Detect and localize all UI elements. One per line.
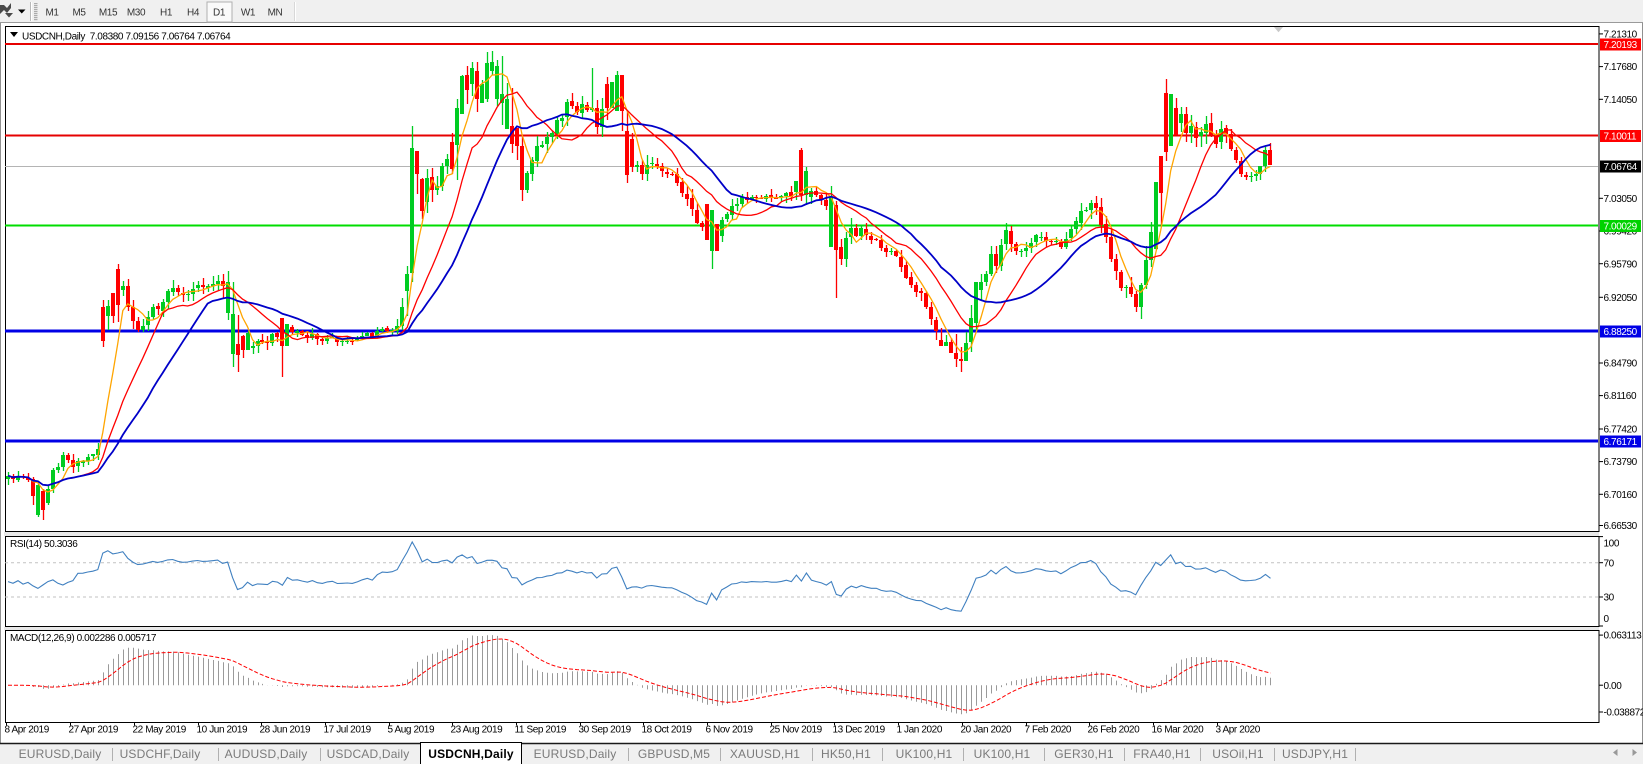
svg-text:16 Mar 2020: 16 Mar 2020 [1152,725,1205,736]
svg-text:10 Jun 2019: 10 Jun 2019 [197,725,248,736]
svg-text:6.95790: 6.95790 [1604,259,1638,270]
svg-text:18 Oct 2019: 18 Oct 2019 [642,725,693,736]
svg-text:H1: H1 [160,8,173,19]
svg-text:FRA40,H1: FRA40,H1 [1133,747,1191,761]
svg-text:7.10011: 7.10011 [1604,131,1637,142]
svg-text:7.17680: 7.17680 [1604,62,1638,73]
svg-text:6.88250: 6.88250 [1604,327,1638,338]
svg-text:EURUSD,Daily: EURUSD,Daily [19,747,102,761]
svg-text:UK100,H1: UK100,H1 [974,747,1031,761]
svg-text:M5: M5 [72,8,86,19]
svg-text:17 Jul 2019: 17 Jul 2019 [324,725,372,736]
svg-text:6.84790: 6.84790 [1604,359,1638,370]
svg-text:H4: H4 [187,8,200,19]
svg-text:USOil,H1: USOil,H1 [1212,747,1264,761]
svg-text:6.66530: 6.66530 [1604,521,1638,532]
svg-text:7.06764: 7.06764 [1604,162,1638,173]
svg-text:26 Feb 2020: 26 Feb 2020 [1088,725,1141,736]
svg-text:6.70160: 6.70160 [1604,490,1638,501]
svg-text:0: 0 [1604,614,1610,625]
svg-text:USDCNH,Daily: USDCNH,Daily [428,747,514,761]
svg-text:22 May 2019: 22 May 2019 [133,725,187,736]
svg-text:XAUUSD,H1: XAUUSD,H1 [730,747,800,761]
svg-text:GER30,H1: GER30,H1 [1054,747,1114,761]
svg-text:-0.038872: -0.038872 [1604,708,1643,719]
svg-text:M30: M30 [127,8,146,19]
svg-text:6 Nov 2019: 6 Nov 2019 [706,725,754,736]
svg-text:11 Sep 2019: 11 Sep 2019 [515,725,567,736]
svg-text:100: 100 [1604,539,1620,550]
svg-text:23 Aug 2019: 23 Aug 2019 [451,725,504,736]
svg-text:6.73790: 6.73790 [1604,457,1638,468]
svg-text:7 Feb 2020: 7 Feb 2020 [1025,725,1072,736]
svg-text:27 Apr 2019: 27 Apr 2019 [69,725,119,736]
svg-text:7.03050: 7.03050 [1604,194,1638,205]
svg-text:7.00029: 7.00029 [1604,221,1638,232]
svg-text:6.77420: 6.77420 [1604,425,1638,436]
svg-text:6.76171: 6.76171 [1604,437,1638,448]
svg-text:3 Apr 2020: 3 Apr 2020 [1216,725,1261,736]
svg-text:0.00: 0.00 [1604,681,1623,692]
svg-text:30 Sep 2019: 30 Sep 2019 [579,725,632,736]
svg-text:USDCHF,Daily: USDCHF,Daily [120,747,201,761]
svg-text:RSI(14) 50.3036: RSI(14) 50.3036 [10,539,78,550]
svg-text:28 Jun 2019: 28 Jun 2019 [260,725,311,736]
svg-text:0.063113: 0.063113 [1604,631,1643,642]
svg-text:GBPUSD,M5: GBPUSD,M5 [638,747,710,761]
svg-text:AUDUSD,Daily: AUDUSD,Daily [225,747,308,761]
svg-text:7.14050: 7.14050 [1604,95,1638,106]
svg-text:M1: M1 [45,8,59,19]
svg-text:20 Jan 2020: 20 Jan 2020 [961,725,1012,736]
svg-text:HK50,H1: HK50,H1 [821,747,871,761]
svg-text:1 Jan 2020: 1 Jan 2020 [897,725,943,736]
svg-text:USDCAD,Daily: USDCAD,Daily [327,747,410,761]
svg-text:D1: D1 [213,8,226,19]
svg-text:70: 70 [1604,558,1615,569]
svg-text:6.92050: 6.92050 [1604,293,1638,304]
svg-text:MACD(12,26,9) 0.002286 0.00571: MACD(12,26,9) 0.002286 0.005717 [10,633,157,644]
svg-text:7.20193: 7.20193 [1604,40,1638,51]
svg-text:USDCNH,Daily 7.08380 7.09156: USDCNH,Daily 7.08380 7.09156 7.06764 7.0… [22,32,231,43]
svg-text:EURUSD,Daily: EURUSD,Daily [534,747,617,761]
svg-text:UK100,H1: UK100,H1 [896,747,953,761]
svg-text:13 Dec 2019: 13 Dec 2019 [833,725,886,736]
svg-text:8 Apr 2019: 8 Apr 2019 [5,725,50,736]
svg-text:6.81160: 6.81160 [1604,391,1637,402]
svg-text:MN: MN [268,8,283,19]
svg-text:30: 30 [1604,593,1615,604]
svg-text:M15: M15 [99,8,118,19]
svg-text:5 Aug 2019: 5 Aug 2019 [388,725,435,736]
svg-text:USDJPY,H1: USDJPY,H1 [1282,747,1348,761]
svg-text:W1: W1 [241,8,256,19]
svg-text:25 Nov 2019: 25 Nov 2019 [770,725,823,736]
